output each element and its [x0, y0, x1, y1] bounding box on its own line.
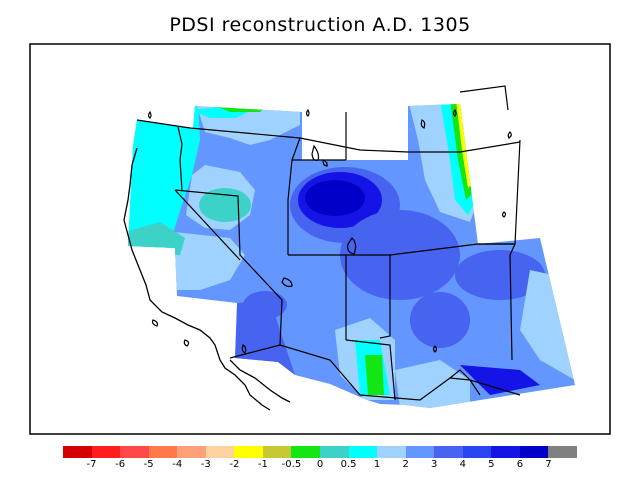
- pdsi-map: [0, 0, 640, 480]
